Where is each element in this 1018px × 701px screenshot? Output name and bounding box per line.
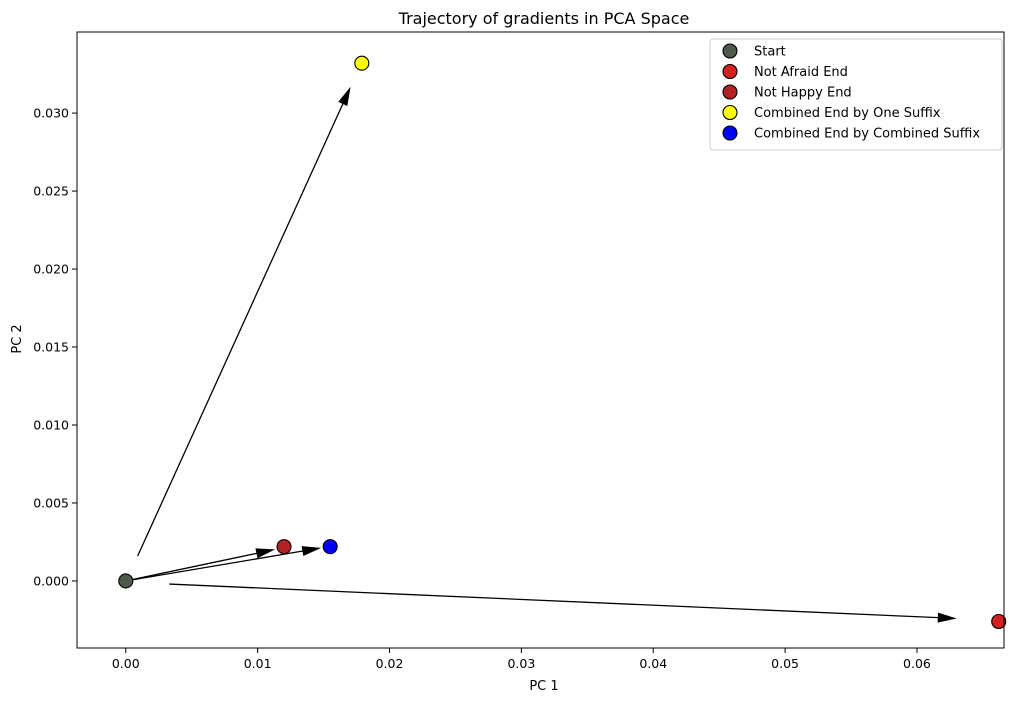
legend-label-1: Start [754, 45, 786, 60]
x-axis-label: PC 1 [529, 679, 558, 694]
plot-frame [76, 31, 1005, 649]
point-3 [276, 539, 292, 555]
point-4 [354, 55, 370, 71]
x-tick-label: 0.05 [771, 656, 799, 671]
x-tick-label: 0.00 [112, 656, 140, 671]
y-tick-label: 0.000 [33, 573, 69, 588]
point-2 [991, 613, 1007, 630]
x-tick-label: 0.04 [639, 656, 667, 671]
x-tick-label: 0.06 [903, 656, 931, 671]
legend-marker-5 [722, 125, 738, 141]
y-axis-label: PC 2 [10, 324, 25, 353]
x-tick-label: 0.01 [244, 656, 272, 671]
legend-marker-3 [722, 84, 738, 100]
arrow-shaft-4 [125, 550, 303, 582]
legend-label-5: Combined End by Combined Suffix [754, 127, 980, 142]
arrow-head-2 [937, 612, 957, 623]
y-tick-label: 0.025 [33, 184, 69, 199]
legend-label-3: Not Happy End [754, 86, 852, 101]
y-tick-label: 0.020 [33, 262, 69, 277]
arrow-shaft-3 [125, 552, 257, 582]
legend-marker-4 [722, 104, 738, 121]
y-tick-label: 0.030 [33, 106, 69, 121]
chart-title: Trajectory of gradients in PCA Space [398, 9, 690, 28]
arrow-head-3 [255, 548, 276, 559]
arrow-head-4 [301, 546, 322, 557]
legend-marker-2 [722, 63, 738, 80]
point-1 [118, 573, 134, 589]
x-tick-label: 0.03 [507, 656, 535, 671]
arrow-shaft-2 [169, 583, 939, 619]
y-tick-label: 0.010 [33, 417, 69, 432]
arrow-head-1 [338, 86, 351, 107]
legend: Start Not Afraid End Not Happy End Combined… [709, 38, 1003, 151]
point-5 [322, 539, 338, 555]
legend-marker-1 [722, 43, 738, 59]
x-tick-label: 0.02 [376, 656, 404, 671]
legend-box [709, 38, 1003, 151]
arrow-shaft-1 [137, 103, 344, 557]
legend-label-2: Not Afraid End [754, 65, 848, 80]
y-tick-label: 0.005 [33, 495, 69, 510]
plot-area [76, 31, 1007, 649]
legend-label-4: Combined End by One Suffix [754, 106, 941, 121]
axis-ticks: 0.00 0.01 0.02 0.03 0.04 0.05 0.06 0.000 0.005 0.… [33, 106, 931, 671]
y-tick-label: 0.015 [33, 340, 69, 355]
